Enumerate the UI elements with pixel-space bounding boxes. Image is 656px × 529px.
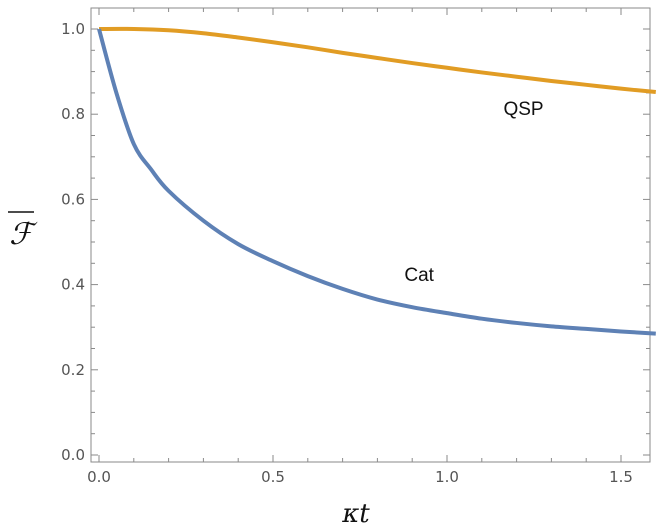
series-annotations: QSP Cat xyxy=(404,99,543,286)
axis-tick-labels: 0.0 0.5 1.0 1.5 0.0 0.2 0.4 0.6 0.8 1.0 xyxy=(61,20,633,486)
x-tick-label: 0.5 xyxy=(261,468,285,486)
y-tick-label: 0.8 xyxy=(61,105,85,123)
y-tick-label: 0.2 xyxy=(61,361,85,379)
y-tick-label: 0.0 xyxy=(61,446,85,464)
x-tick-label: 0.0 xyxy=(87,468,111,486)
series-label-cat: Cat xyxy=(404,265,434,286)
axis-ticks xyxy=(91,8,650,462)
series-lines xyxy=(97,26,656,336)
plot-frame xyxy=(90,7,651,463)
series-line-qsp xyxy=(98,26,656,95)
x-tick-label: 1.0 xyxy=(435,468,459,486)
x-tick-label: 1.5 xyxy=(609,468,633,486)
y-axis-title-text: ℱ xyxy=(9,217,38,252)
y-axis-title: ℱ xyxy=(8,211,38,252)
y-tick-label: 0.4 xyxy=(61,276,85,294)
series-line-cat xyxy=(97,28,656,336)
y-tick-label: 0.6 xyxy=(61,190,85,208)
x-axis-title: κt xyxy=(341,499,370,529)
y-tick-label: 1.0 xyxy=(61,20,85,38)
series-label-qsp: QSP xyxy=(503,99,543,120)
